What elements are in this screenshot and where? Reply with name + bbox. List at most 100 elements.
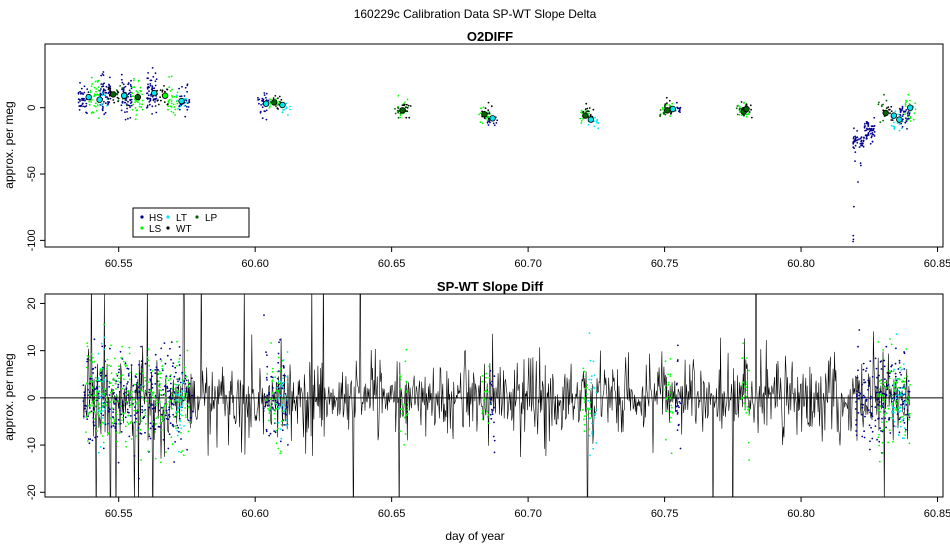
slope-diff-point <box>149 422 152 425</box>
o2diff-point-hs <box>873 135 876 137</box>
slope-diff-point <box>881 429 884 432</box>
slope-diff-point <box>894 388 897 391</box>
o2diff-point-lp <box>877 103 880 106</box>
slope-diff-point <box>878 380 881 383</box>
slope-diff-point <box>168 400 171 403</box>
o2diff-point-wt <box>750 108 752 111</box>
o2diff-point-hs <box>184 115 187 118</box>
slope-diff-point <box>865 398 868 401</box>
slope-diff-point <box>126 421 129 424</box>
slope-diff-point <box>894 400 897 403</box>
o2diff-point-ls <box>478 113 480 116</box>
o2diff-point-hs <box>873 131 876 133</box>
o2diff-point-hs <box>861 144 864 147</box>
o2diff-point-ls <box>406 98 409 101</box>
legend-marker-lp <box>195 215 199 219</box>
o2diff-point-ls <box>580 109 583 112</box>
slope-diff-point <box>880 368 883 370</box>
o2diff-point-wt <box>666 102 668 104</box>
slope-diff-point <box>282 377 285 380</box>
o2diff-point-hs <box>871 125 874 128</box>
o2diff-point-hs <box>146 98 149 100</box>
o2diff-point-hs <box>77 101 80 104</box>
slope-diff-point <box>112 411 114 413</box>
slope-diff-point <box>100 342 103 345</box>
o2diff-point-wt <box>157 99 159 102</box>
o2diff-point-lp <box>879 121 882 123</box>
o2diff-point-lp <box>882 119 884 122</box>
slope-diff-point <box>740 398 743 400</box>
slope-diff-point <box>118 423 120 425</box>
o2diff-point-ls <box>135 90 138 93</box>
slope-diff-point <box>486 410 488 413</box>
slope-diff-point <box>163 411 166 414</box>
o2diff-point-ls <box>95 105 97 108</box>
slope-diff-point <box>97 392 100 395</box>
slope-diff-point <box>124 425 127 428</box>
slope-diff-point <box>901 419 904 422</box>
slope-diff-point <box>747 408 749 411</box>
o2diff-point-hs <box>855 139 858 142</box>
slope-diff-point <box>898 434 900 437</box>
slope-diff-point <box>676 405 678 408</box>
slope-diff-point <box>178 364 181 366</box>
slope-diff-point <box>898 359 901 362</box>
slope-diff-point <box>94 436 96 439</box>
slope-diff-point <box>893 411 895 414</box>
o2diff-point-hs <box>265 92 268 95</box>
o2diff-point-hs <box>151 87 154 90</box>
slope-diff-point <box>120 356 123 359</box>
slope-diff-point <box>95 394 98 397</box>
slope-diff-point <box>903 406 905 409</box>
o2diff-point-lp <box>735 107 738 110</box>
slope-diff-point <box>140 385 143 388</box>
slope-diff-point <box>746 380 748 383</box>
slope-diff-point <box>899 425 902 428</box>
o2diff-point-hs <box>865 129 868 132</box>
slope-diff-point <box>489 398 492 400</box>
o2diff-point-hs <box>120 104 123 107</box>
o2diff-point-lt <box>593 125 596 128</box>
o2diff-point-ls <box>138 103 141 105</box>
slope-diff-point <box>274 417 276 420</box>
slope-diff-point <box>118 406 121 409</box>
slope-diff-point <box>585 414 588 416</box>
slope-diff-point <box>174 441 177 443</box>
o2diff-point-hs <box>854 160 856 163</box>
slope-diff-point <box>486 416 489 418</box>
slope-diff-point <box>137 383 140 385</box>
slope-diff-point <box>172 425 175 428</box>
slope-diff-point <box>877 398 879 400</box>
o2diff-point-hs <box>866 134 869 136</box>
slope-diff-point <box>112 399 115 402</box>
o2diff-point-hs <box>853 127 855 130</box>
o2diff-point-hs <box>265 109 268 112</box>
o2diff-point-hs <box>109 76 111 79</box>
o2diff-point-hs <box>100 83 103 85</box>
slope-diff-point <box>492 435 495 438</box>
slope-diff-point <box>266 354 268 356</box>
o2diff-point-hs <box>120 109 123 112</box>
slope-diff-point <box>142 399 145 401</box>
slope-diff-point <box>165 409 168 412</box>
o2diff-point-wt <box>163 85 165 87</box>
o2diff-point-wt <box>406 110 409 113</box>
o2diff-point-hs <box>151 67 154 69</box>
slope-diff-point <box>489 382 492 384</box>
slope-diff-point <box>275 407 278 410</box>
slope-diff-point <box>876 386 879 389</box>
slope-diff-point <box>903 427 906 430</box>
slope-diff-point <box>82 400 85 402</box>
o2diff-point-lp <box>659 109 662 111</box>
o2diff-point-ls <box>170 75 173 78</box>
o2diff-point-hs <box>78 109 81 111</box>
o2diff-point-lp <box>744 104 747 107</box>
o2diff-point-hs <box>122 83 125 86</box>
o2diff-point-ls <box>176 91 179 94</box>
slope-diff-point <box>102 375 105 378</box>
slope-diff-point <box>102 394 105 397</box>
slope-diff-point <box>280 424 283 426</box>
o2diff-point-ls <box>905 99 907 102</box>
o2diff-point-ls <box>97 89 100 92</box>
